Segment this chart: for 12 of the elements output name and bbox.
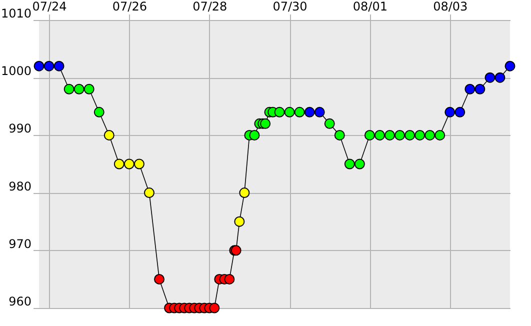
y-tick-label: 1010 [0, 6, 32, 20]
x-tick-label: 07/28 [192, 0, 228, 14]
x-tick-label: 08/01 [352, 0, 388, 14]
y-tick-label: 960 [8, 294, 32, 308]
y-tick-label: 990 [8, 122, 32, 136]
x-tick-label: 07/26 [112, 0, 147, 14]
y-tick-label: 970 [8, 236, 32, 251]
x-tick-label: 07/30 [272, 0, 308, 14]
x-tick-label: 07/24 [32, 0, 67, 14]
y-tick-label: 980 [8, 179, 32, 194]
x-tick-label: 08/03 [433, 0, 468, 14]
y-tick-label: 1000 [0, 64, 32, 78]
